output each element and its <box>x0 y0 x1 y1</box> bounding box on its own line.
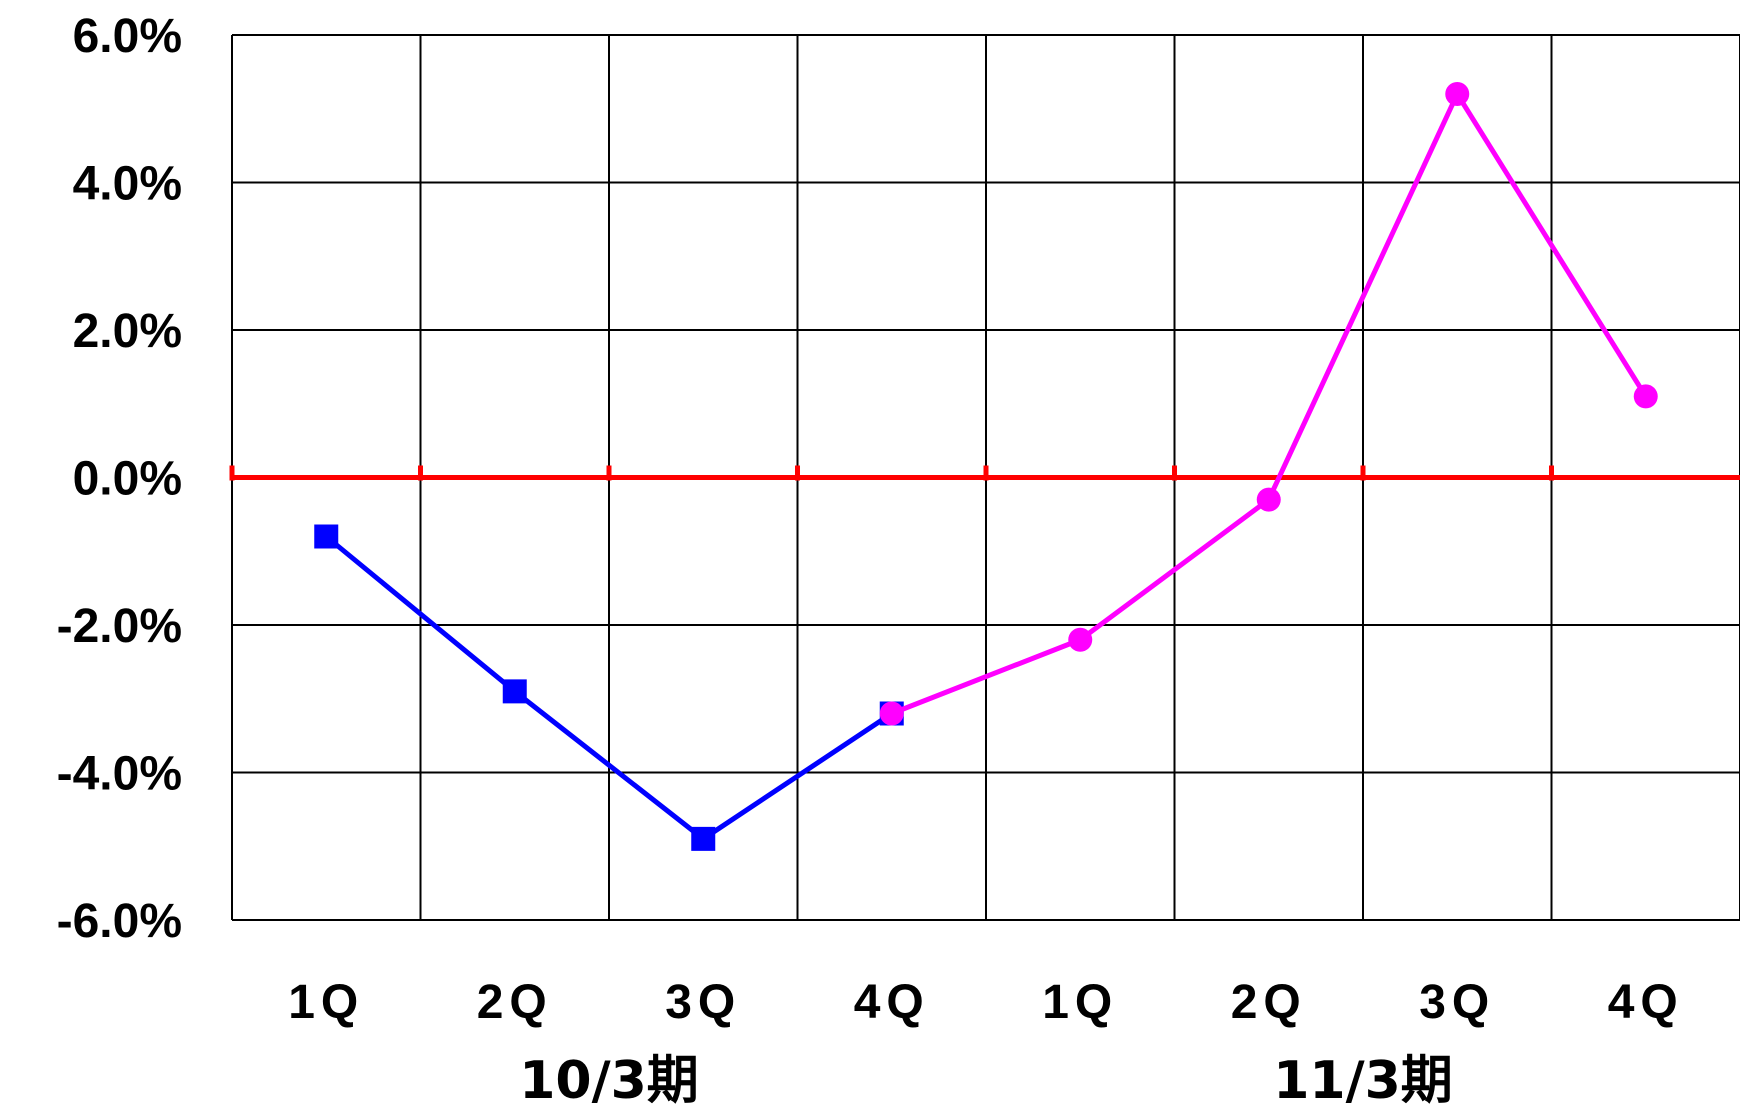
zero-line-layer <box>229 465 1740 481</box>
series-1-point-3 <box>879 701 904 726</box>
x-tick-label-7: 4Q <box>1608 976 1684 1029</box>
x-group-label-1: 11/3期 <box>1273 1051 1453 1110</box>
x-tick-label-2: 3Q <box>665 976 741 1029</box>
series-0-point-0 <box>314 524 339 549</box>
series-0-point-1 <box>502 679 527 704</box>
x-tick-label-0: 1Q <box>288 976 364 1029</box>
x-tick-label-1: 2Q <box>477 976 553 1029</box>
x-tick-label-6: 3Q <box>1419 976 1495 1029</box>
y-tick-label-0: 6.0% <box>73 10 182 63</box>
series-1-point-5 <box>1256 487 1281 512</box>
x-tick-label-5: 2Q <box>1231 976 1307 1029</box>
series-0-point-2 <box>691 826 716 851</box>
y-tick-label-1: 4.0% <box>73 158 182 211</box>
y-tick-label-5: -4.0% <box>57 748 182 801</box>
series-1-point-7 <box>1633 384 1658 409</box>
y-tick-label-6: -6.0% <box>57 895 182 948</box>
series-1-point-4 <box>1068 627 1093 652</box>
x-group-label-0: 10/3期 <box>519 1051 699 1110</box>
y-axis-ticks: 6.0% 4.0% 2.0% 0.0% -2.0% -4.0% -6.0% <box>57 10 182 948</box>
y-tick-label-2: 2.0% <box>73 305 182 358</box>
series-1-line <box>890 91 1648 716</box>
x-tick-label-4: 1Q <box>1042 976 1118 1029</box>
x-axis-ticks: 1Q 2Q 3Q 4Q 1Q 2Q 3Q 4Q <box>288 976 1684 1029</box>
y-tick-label-3: 0.0% <box>73 453 182 506</box>
series-0-line <box>324 534 894 842</box>
series-1-point-6 <box>1445 82 1470 106</box>
x-axis-groups: 10/3期 11/3期 <box>519 1051 1453 1110</box>
x-tick-label-3: 4Q <box>854 976 930 1029</box>
y-tick-label-4: -2.0% <box>57 600 182 653</box>
series <box>314 82 1658 851</box>
